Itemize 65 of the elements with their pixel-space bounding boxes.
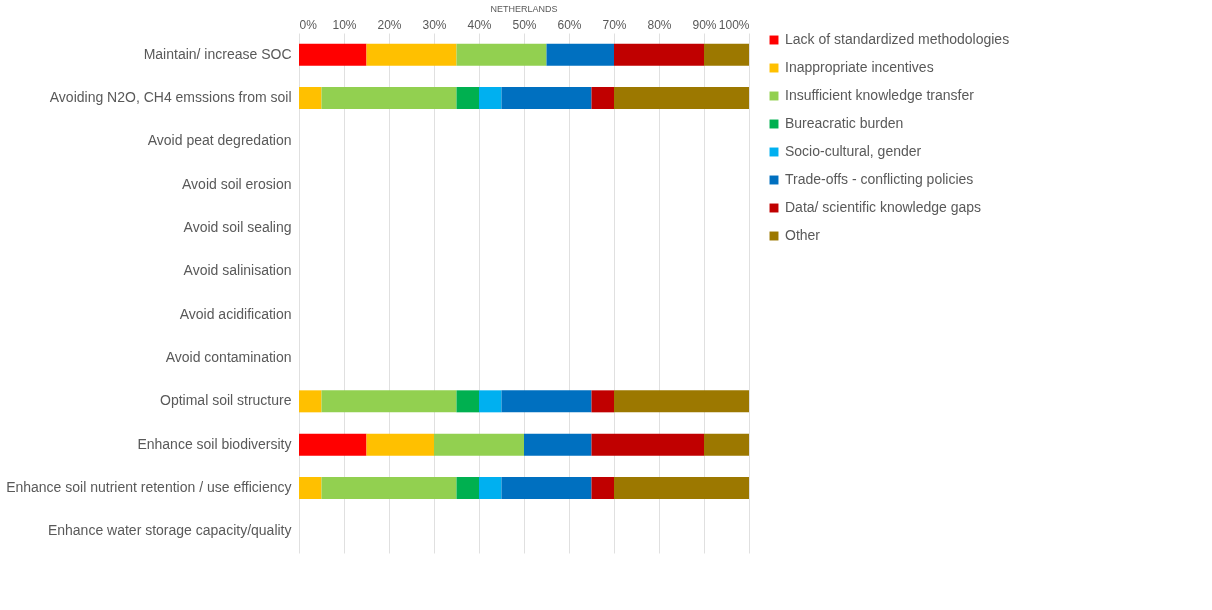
bar: [614, 477, 749, 499]
x-tick-label: 80%: [647, 17, 672, 32]
bar: [299, 390, 322, 413]
bar: [321, 390, 457, 413]
bar: [366, 433, 434, 456]
bar: [456, 43, 547, 66]
y-tick-label: Optimal soil structure: [160, 392, 292, 409]
bar: [434, 433, 524, 456]
bar: [591, 87, 614, 109]
bar: [614, 87, 749, 109]
y-tick-label: Enhance water storage capacity/quality: [47, 522, 292, 539]
bar: [479, 87, 502, 109]
y-tick-label: Avoiding N2O, CH4 emssions from soil: [49, 89, 292, 105]
y-tick-label: Maintain/ increase SOC: [143, 45, 292, 62]
bar: [456, 477, 479, 499]
bar: [366, 43, 457, 66]
y-tick-label: Enhance soil biodiversity: [137, 435, 292, 452]
x-tick-label: 50%: [512, 17, 537, 32]
chart-title: NETHERLANDS: [490, 4, 558, 14]
bar: [591, 433, 704, 456]
y-tick-label: Avoid salinisation: [183, 262, 292, 279]
bar: [321, 477, 457, 499]
bar: [479, 477, 502, 499]
x-tick-label: 40%: [467, 17, 492, 32]
bar: [299, 43, 367, 66]
y-tick-label: Avoid soil erosion: [182, 175, 292, 192]
bar: [321, 87, 457, 109]
legend-label: Lack of standardized methodologies: [785, 31, 1010, 47]
bar: [614, 43, 704, 66]
bar: [614, 390, 749, 413]
y-tick-label: Avoid acidification: [179, 305, 292, 322]
bar: [456, 390, 479, 413]
y-tick-label: Avoid peat degredation: [147, 132, 292, 149]
bar: [456, 87, 479, 109]
bar: [546, 43, 614, 66]
y-tick-label: Enhance soil nutrient retention / use efficiency: [6, 479, 292, 495]
bar: [299, 87, 322, 109]
bar: [479, 390, 502, 413]
legend-label: Insufficient knowledge transfer: [785, 87, 975, 103]
x-tick-label: 10%: [332, 17, 357, 32]
bar: [704, 43, 749, 66]
bar: [591, 477, 614, 499]
x-tick-label: 60%: [557, 17, 582, 32]
legend-label: Bureacratic burden: [785, 115, 904, 131]
y-tick-label: Avoid soil sealing: [183, 219, 292, 235]
legend-label: Trade-offs - conflicting policies: [785, 171, 974, 187]
bar: [501, 477, 592, 499]
bar: [299, 433, 367, 456]
bar: [704, 433, 749, 456]
bar: [299, 477, 322, 499]
x-tick-label: 0%: [299, 17, 318, 32]
x-tick-label: 90%: [692, 17, 717, 32]
x-tick-label: 100%: [718, 17, 750, 32]
x-tick-label: 70%: [602, 17, 627, 32]
bar: [501, 390, 592, 413]
bar: [524, 433, 592, 456]
bar: [501, 87, 592, 109]
legend-label: Socio-cultural, gender: [785, 143, 922, 159]
x-tick-label: 20%: [377, 17, 402, 32]
legend-label: Data/ scientific knowledge gaps: [785, 199, 982, 215]
bar: [591, 390, 614, 413]
x-tick-label: 30%: [422, 17, 447, 32]
legend-label: Other: [785, 227, 821, 243]
legend-label: Inappropriate incentives: [785, 59, 934, 75]
y-tick-label: Avoid contamination: [165, 349, 292, 365]
